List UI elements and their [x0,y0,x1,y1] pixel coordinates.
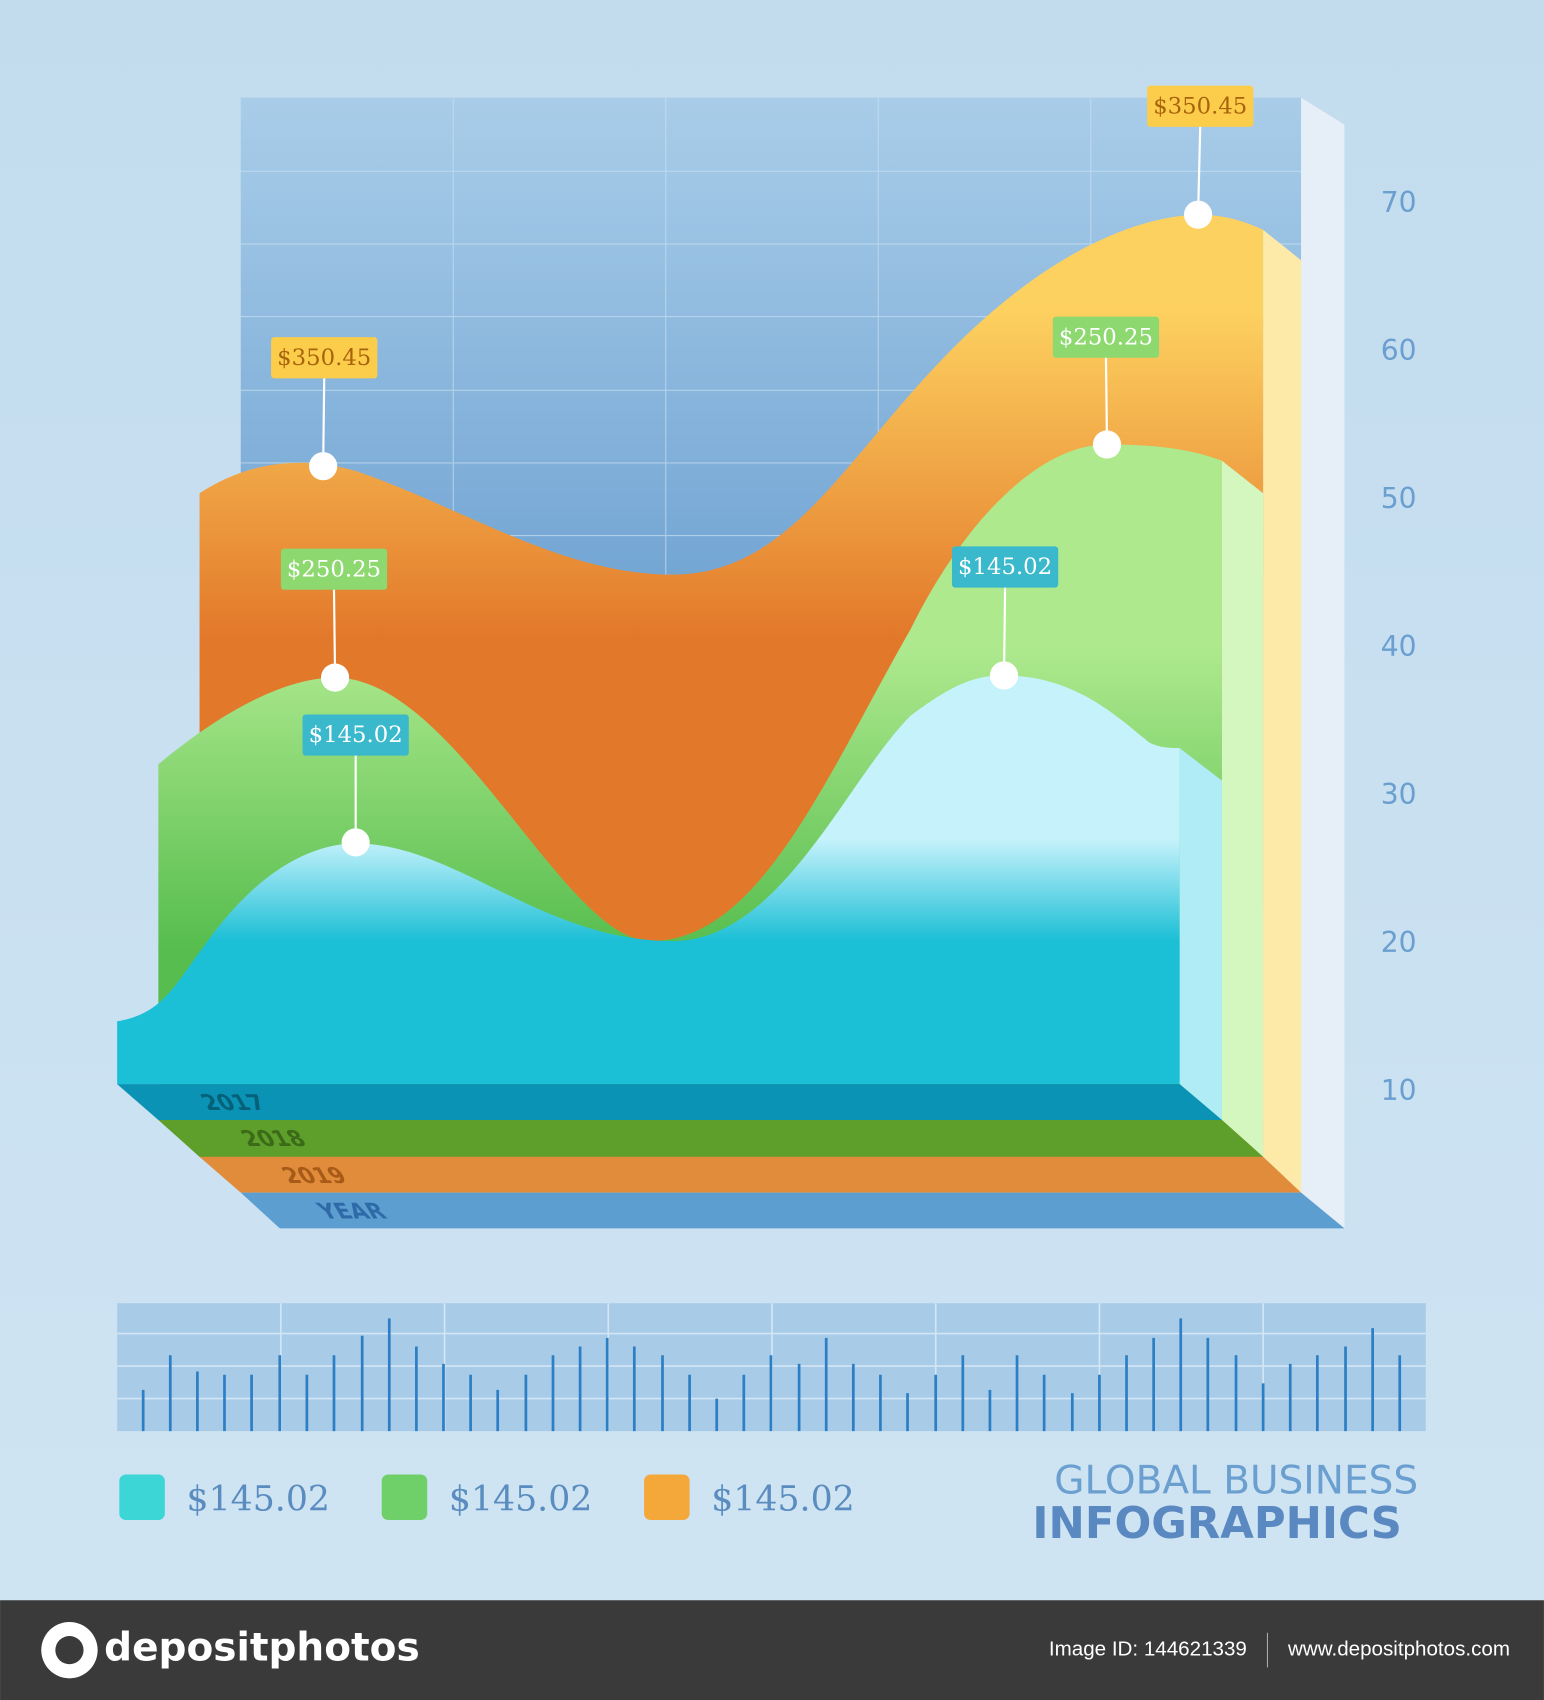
callout-label: $145.02 [958,554,1052,580]
depth-labels: 2017 2018 2019 YEAR [196,1090,392,1224]
footer [0,1600,1544,1700]
y-tick-label: 20 [1381,926,1417,959]
legend-label: $145.02 [711,1480,854,1520]
timeline-bars [141,1318,1402,1432]
base-band [158,1119,1264,1157]
base-band [199,1156,1302,1193]
legend-swatch [381,1474,428,1521]
callout-label: $350.45 [277,345,371,371]
callout: $145.02 [302,714,409,857]
callout: $350.45 [271,337,378,481]
y-tick-label: 40 [1381,630,1417,663]
callout-label: $250.25 [1059,324,1153,350]
legend: $145.02 $145.02 $145.02 [119,1474,855,1521]
base-band [240,1192,1345,1229]
callout: $350.45 [1147,85,1254,229]
y-tick-label: 30 [1381,778,1417,811]
callout-label: $350.45 [1153,93,1247,119]
title-line2: INFOGRAPHICS [1032,1499,1402,1549]
side-wall [1301,97,1345,1229]
legend-label: $145.02 [187,1480,330,1520]
legend-swatch [644,1474,690,1521]
y-tick-label: 70 [1381,186,1417,219]
area-2017 [117,675,1180,1085]
y-tick-label: 50 [1381,482,1417,515]
callouts: $350.45 $350.45 $250.25 $250.25 $145.02 … [271,85,1254,857]
y-axis: 70 60 50 40 30 20 10 [1381,186,1417,1107]
callout-label: $145.02 [309,722,403,748]
callout-label: $250.25 [287,556,381,582]
area-side [1179,748,1222,1120]
legend-swatch [119,1474,165,1521]
title-line1: GLOBAL BUSINESS [1054,1459,1418,1504]
footer-url: www.depositphotos.com [1287,1638,1510,1661]
area-side [1221,460,1264,1157]
legend-label: $145.02 [449,1480,592,1520]
callout: $145.02 [951,546,1059,690]
footer-brand: depositphotos [104,1626,420,1671]
footer-logo [55,1636,84,1665]
y-tick-label: 10 [1381,1074,1417,1107]
y-tick-label: 60 [1381,334,1417,367]
depth-label: 2018 [236,1126,311,1152]
panel-grid [240,97,1302,575]
callout: $250.25 [1052,316,1160,459]
callout: $250.25 [280,548,388,692]
depth-label: YEAR [311,1198,391,1224]
base-band [117,1084,1222,1120]
area-side [1263,229,1302,1193]
footer-id: Image ID: 144621339 [1049,1638,1247,1661]
depth-label: 2017 [196,1090,271,1116]
depth-label: 2019 [277,1162,352,1188]
